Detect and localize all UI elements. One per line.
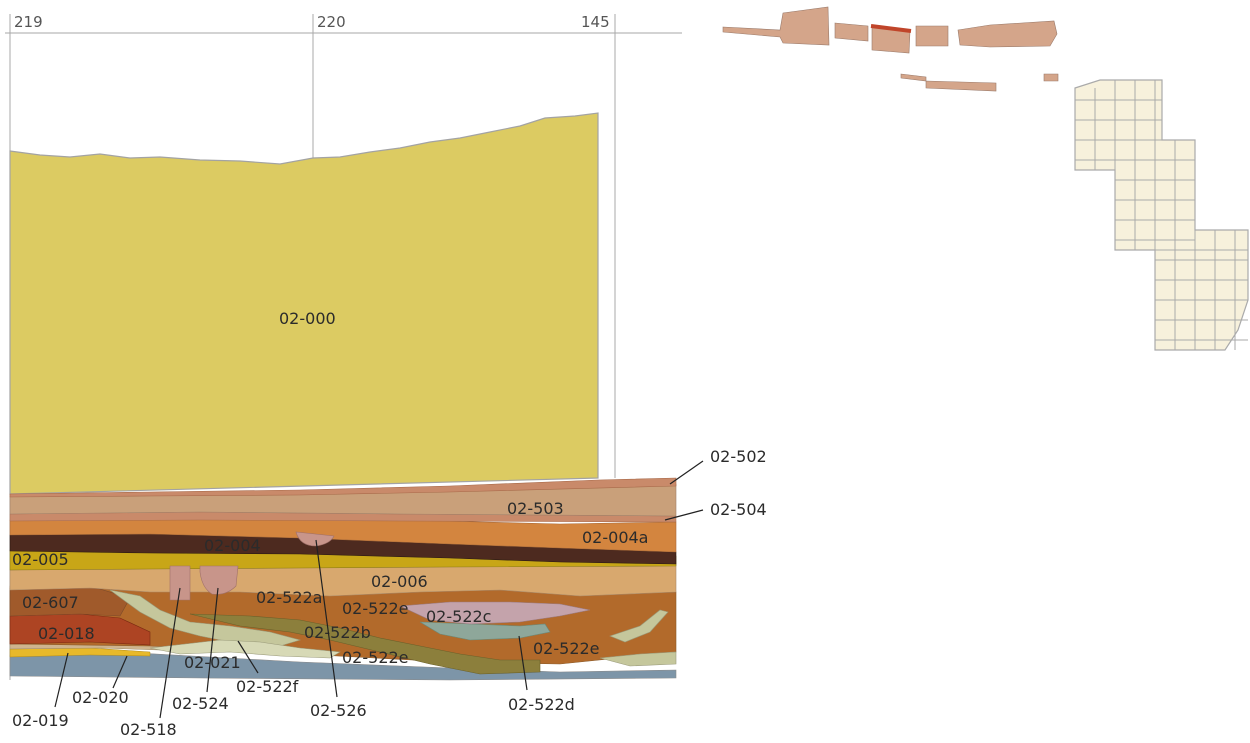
axis-label-145: 145	[581, 13, 610, 31]
leader-02-518	[159, 587, 181, 719]
label-02-607: 02-607	[22, 593, 79, 612]
plan-patch-1	[722, 6, 830, 46]
layer-sage-lens-left	[109, 589, 302, 647]
layer-labels: 02-000 02-503 02-004 02-004a 02-005 02-0…	[12, 309, 648, 672]
leader-02-522d	[518, 635, 528, 691]
leader-02-522f	[237, 640, 259, 674]
label-02-522e-lower: 02-522e	[342, 648, 409, 667]
leader-02-502	[669, 460, 704, 485]
callout-02-504: 02-504	[710, 500, 767, 519]
plan-patch-5	[957, 20, 1058, 48]
plan-patch-2	[834, 22, 869, 42]
callout-02-518: 02-518	[120, 720, 177, 738]
layer-sage-lens-bottom	[149, 639, 341, 659]
plan-patch-4	[915, 25, 949, 47]
callout-02-524: 02-524	[172, 694, 229, 713]
leader-02-526	[315, 539, 338, 698]
plan-patch-6	[900, 73, 927, 82]
label-02-503: 02-503	[507, 499, 564, 518]
plan-patch-7	[925, 80, 997, 92]
layer-02-000	[9, 112, 599, 495]
layer-02-502	[9, 477, 677, 498]
label-02-522e-upper: 02-522e	[342, 599, 409, 618]
cut-02-526	[295, 531, 335, 547]
label-02-000: 02-000	[279, 309, 336, 328]
layer-teal-lens	[419, 621, 551, 641]
leader-02-504	[664, 509, 704, 521]
axis-label-220: 220	[317, 13, 346, 31]
callout-02-502: 02-502	[710, 447, 767, 466]
leader-02-524	[206, 587, 219, 693]
callout-labels: 02-502 02-504 02-019 02-020 02-518 02-52…	[12, 447, 767, 739]
label-02-006: 02-006	[371, 572, 428, 591]
plan-section-highlight	[870, 24, 912, 33]
leader-02-019	[54, 652, 69, 708]
callout-02-526: 02-526	[310, 701, 367, 720]
callout-02-522d: 02-522d	[508, 695, 575, 714]
label-02-522b: 02-522b	[304, 623, 371, 642]
callout-02-522f: 02-522f	[236, 677, 299, 696]
label-02-004: 02-004	[204, 536, 261, 555]
label-02-522c: 02-522c	[426, 607, 491, 626]
label-02-004a: 02-004a	[582, 528, 648, 547]
reference-grid: 219 220 145	[5, 13, 682, 680]
plan-grid-lines	[1075, 80, 1248, 350]
callout-leaders	[54, 460, 704, 719]
callout-02-019: 02-019	[12, 711, 69, 730]
axis-label-219: 219	[14, 13, 43, 31]
label-02-021: 02-021	[184, 653, 241, 672]
label-02-522a: 02-522a	[256, 588, 322, 607]
layer-sage-lens-far-right	[599, 651, 677, 667]
section-band	[9, 477, 677, 681]
layer-02-522c	[398, 601, 591, 625]
layer-sage-lens-right	[609, 609, 669, 643]
callout-02-020: 02-020	[72, 688, 129, 707]
cut-02-518	[169, 565, 191, 601]
label-02-018: 02-018	[38, 624, 95, 643]
layer-02-018	[9, 613, 151, 646]
label-02-522e-right: 02-522e	[533, 639, 600, 658]
leader-02-020	[112, 655, 128, 689]
layer-02-522b	[189, 613, 541, 675]
plan-patch-8	[1043, 73, 1059, 82]
location-plan	[722, 6, 1249, 351]
cut-02-524	[199, 565, 239, 595]
label-02-005: 02-005	[12, 550, 69, 569]
